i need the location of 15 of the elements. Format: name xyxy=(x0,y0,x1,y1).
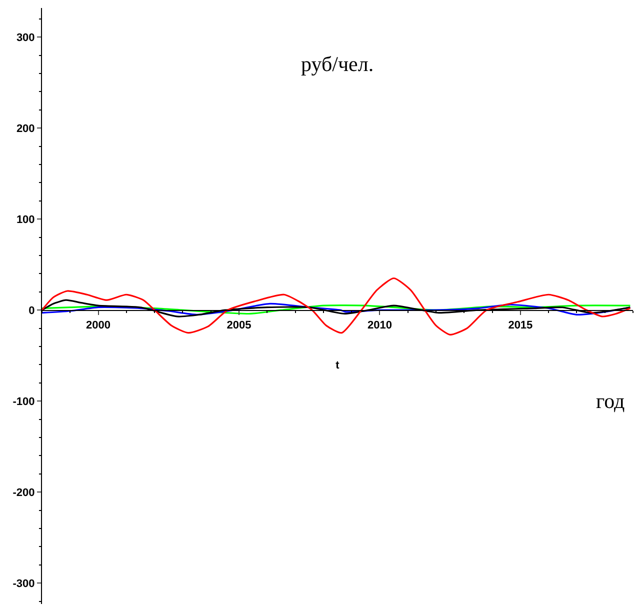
y-tick-label: 200 xyxy=(16,122,35,135)
y-tick-label: 100 xyxy=(16,214,35,226)
y-tick-label: 0 xyxy=(28,304,35,317)
y-tick-label: -100 xyxy=(12,396,35,408)
x-tick-label: 2015 xyxy=(508,319,533,332)
annotation: год xyxy=(596,389,625,413)
x-tick-label: 2005 xyxy=(226,319,252,332)
x-tick-label: 2010 xyxy=(367,319,392,332)
y-tick-label: 300 xyxy=(16,32,35,44)
annotation: руб/чел. xyxy=(301,52,374,76)
line-series xyxy=(42,277,631,336)
y-tick-label: -300 xyxy=(12,578,35,590)
x-tick-label: 2000 xyxy=(86,319,111,332)
x-axis-title: t xyxy=(336,359,340,372)
y-tick-label: -200 xyxy=(12,486,35,499)
